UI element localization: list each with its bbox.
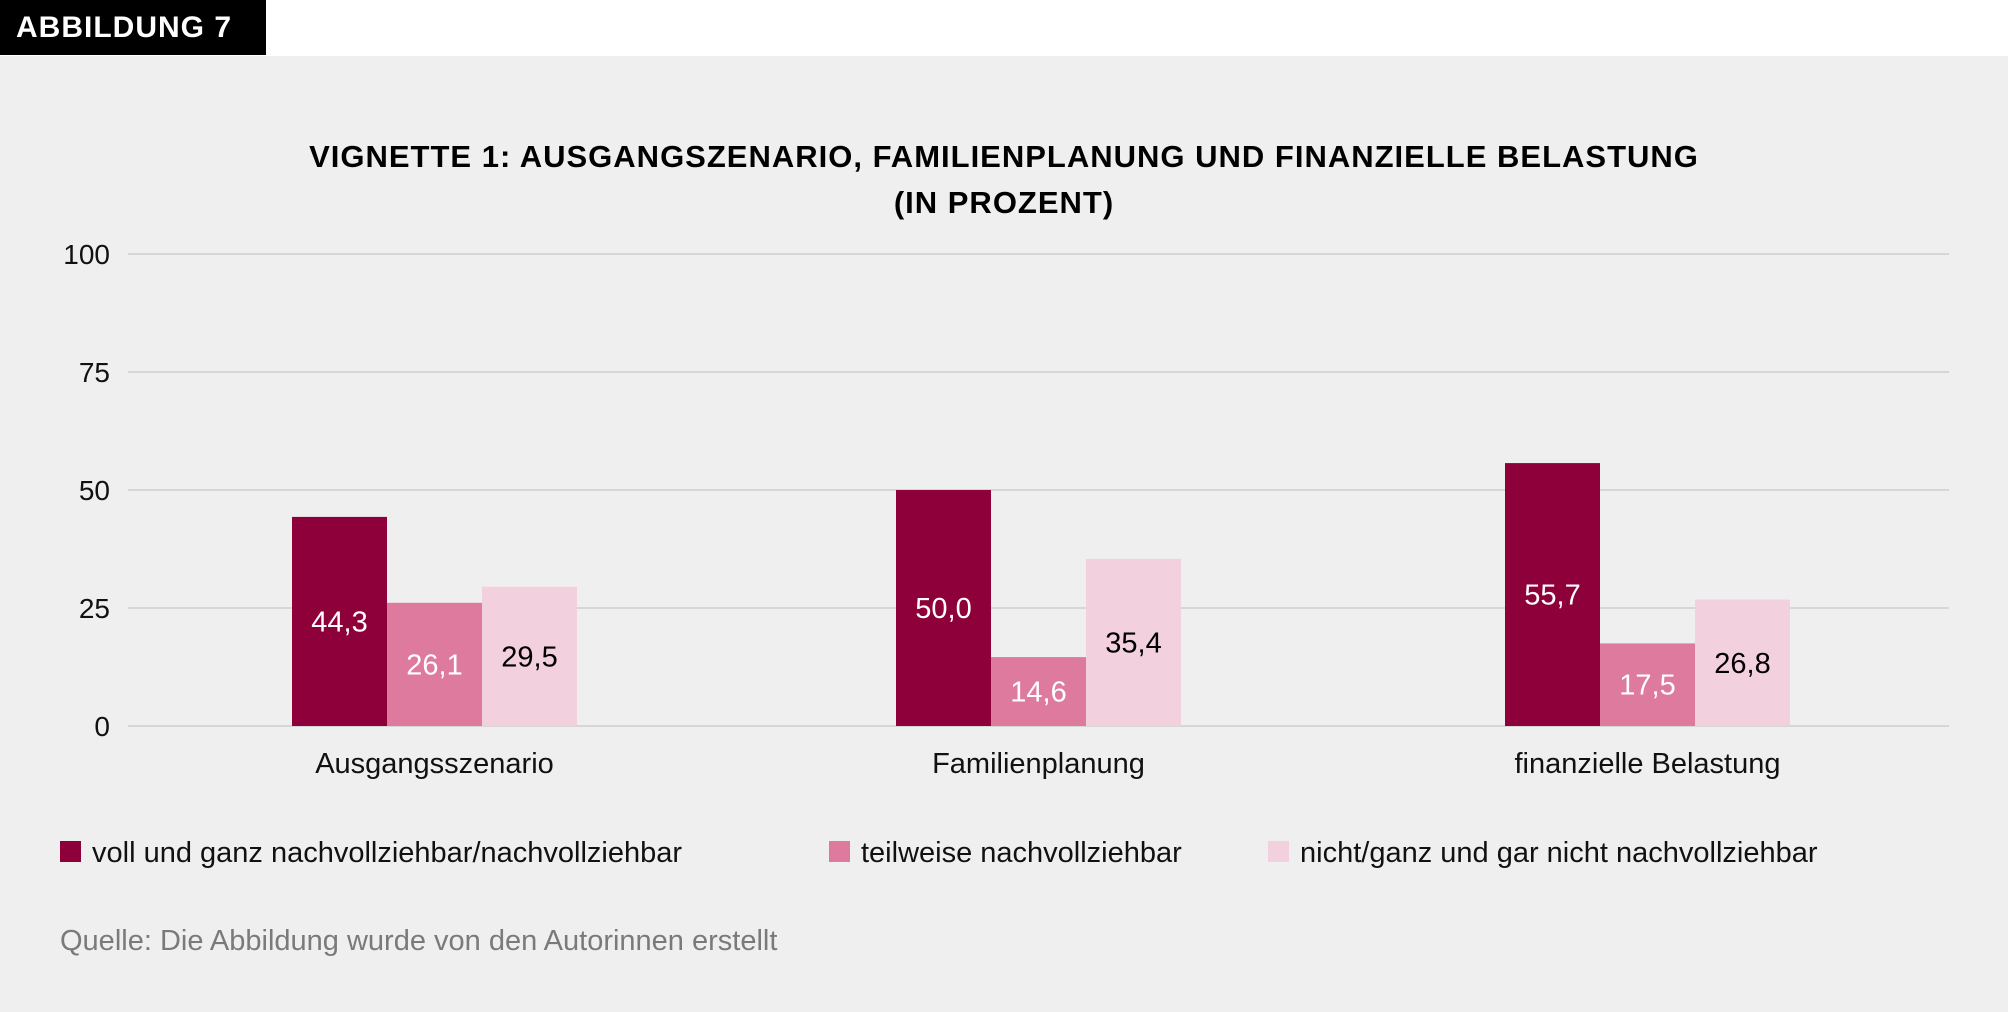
bar [482, 586, 577, 726]
bar [896, 490, 991, 726]
y-tick-label: 25 [79, 593, 110, 624]
category-label: finanzielle Belastung [1514, 748, 1780, 780]
data-label: 55,7 [1524, 580, 1580, 612]
bar [1695, 599, 1790, 726]
data-label: 35,4 [1105, 627, 1161, 659]
data-label: 44,3 [311, 606, 367, 638]
legend-label: teilweise nachvollziehbar [861, 837, 1182, 869]
y-tick-label: 100 [63, 239, 110, 270]
legend-swatch [60, 841, 81, 862]
y-tick-label: 0 [94, 711, 110, 742]
legend-swatch [829, 841, 850, 862]
y-tick-label: 50 [79, 475, 110, 506]
data-label: 50,0 [915, 593, 971, 625]
source-note: Quelle: Die Abbildung wurde von den Auto… [60, 925, 777, 957]
data-label: 17,5 [1619, 670, 1675, 702]
category-label: Familienplanung [932, 748, 1145, 780]
legend-label: voll und ganz nachvollziehbar/nachvollzi… [92, 837, 682, 869]
bar [387, 602, 482, 726]
bar [1600, 643, 1695, 726]
chart-title-line-2: (IN PROZENT) [894, 185, 1114, 220]
data-label: 26,8 [1714, 648, 1770, 680]
y-tick-label: 75 [79, 357, 110, 388]
data-label: 14,6 [1010, 677, 1066, 709]
data-label: 26,1 [406, 649, 462, 681]
bar [292, 516, 387, 726]
bar [991, 657, 1086, 726]
data-label: 29,5 [501, 641, 557, 673]
bar [1086, 558, 1181, 726]
figure-label: ABBILDUNG 7 [0, 0, 266, 55]
bar [1505, 463, 1600, 726]
category-label: Ausgangsszenario [315, 748, 554, 780]
chart-title-line-1: VIGNETTE 1: AUSGANGSZENARIO, FAMILIENPLA… [309, 139, 1699, 174]
legend-label: nicht/ganz und gar nicht nachvollziehbar [1300, 837, 1818, 869]
legend-swatch [1268, 841, 1289, 862]
